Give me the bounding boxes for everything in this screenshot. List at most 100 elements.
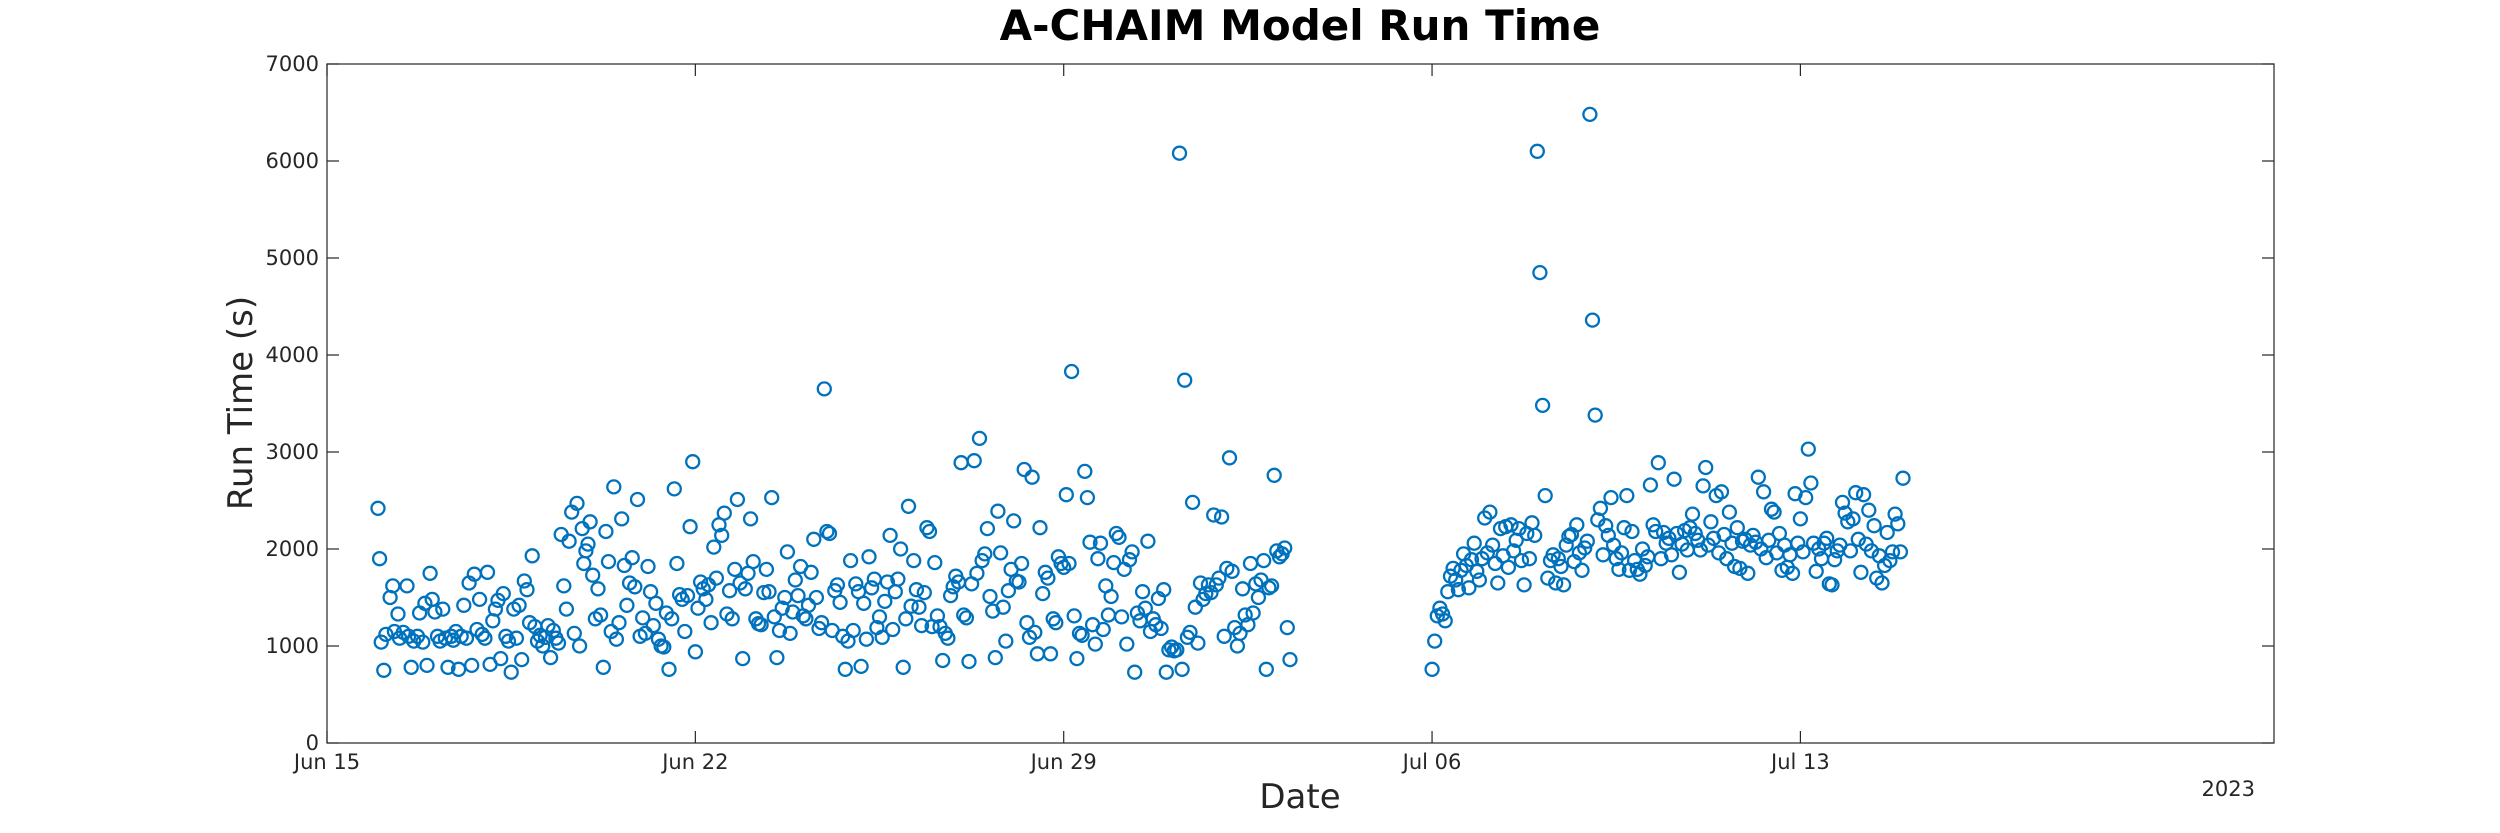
data-point <box>724 611 740 627</box>
data-point <box>1032 520 1048 536</box>
data-point <box>1527 527 1543 544</box>
data-point <box>1792 511 1809 527</box>
data-point <box>645 617 661 634</box>
data-point <box>1177 372 1193 388</box>
data-point <box>1745 527 1761 544</box>
data-point <box>1024 469 1040 485</box>
data-point <box>953 455 969 471</box>
data-point <box>758 561 775 578</box>
data-point <box>1845 511 1861 527</box>
y-tick-label: 2000 <box>266 537 319 561</box>
data-point <box>1103 588 1119 605</box>
data-point <box>819 523 835 540</box>
data-point <box>503 664 519 680</box>
data-point <box>595 659 611 675</box>
data-point <box>1540 570 1556 586</box>
data-point <box>1892 544 1909 560</box>
data-point <box>879 574 896 590</box>
data-point <box>942 587 959 604</box>
data-point <box>1579 533 1595 549</box>
data-point <box>790 587 806 604</box>
data-point <box>1487 555 1503 572</box>
data-point <box>495 585 511 602</box>
data-point <box>871 609 888 625</box>
data-point <box>1137 600 1153 616</box>
data-point <box>887 584 903 600</box>
data-point <box>471 591 488 608</box>
data-point <box>782 625 798 642</box>
data-point <box>990 503 1006 519</box>
data-point <box>1548 575 1564 591</box>
data-point <box>821 525 838 542</box>
data-point <box>961 653 977 670</box>
data-point <box>378 626 394 643</box>
data-point <box>535 638 551 654</box>
data-point <box>1703 514 1719 530</box>
data-point <box>687 644 704 660</box>
data-point <box>874 629 890 645</box>
data-point <box>971 430 988 447</box>
data-point <box>977 546 993 562</box>
data-point <box>1819 530 1835 546</box>
data-point <box>1611 561 1627 578</box>
x-tick-label: Jun 22 <box>660 750 728 774</box>
data-point <box>399 578 415 594</box>
data-point <box>1613 545 1630 561</box>
data-point <box>1642 477 1659 493</box>
data-point <box>1153 620 1169 637</box>
data-point <box>1263 578 1280 594</box>
data-point <box>1826 552 1843 568</box>
data-point <box>1132 613 1148 629</box>
data-point <box>916 584 932 601</box>
data-point <box>929 608 946 624</box>
data-point <box>1834 494 1851 511</box>
data-point <box>1266 467 1282 483</box>
data-point <box>771 622 788 639</box>
data-point <box>1113 609 1130 625</box>
data-point <box>1261 580 1277 596</box>
data-point <box>690 600 706 616</box>
data-point <box>1624 523 1640 540</box>
data-point <box>1661 530 1677 546</box>
data-point <box>982 588 998 605</box>
data-point <box>1466 535 1482 551</box>
data-point <box>1616 520 1632 536</box>
data-point <box>598 523 614 540</box>
data-point <box>1035 585 1051 602</box>
data-point <box>390 606 406 622</box>
data-point <box>619 597 635 613</box>
data-point <box>679 587 696 604</box>
data-point <box>556 578 572 594</box>
y-tick-label: 7000 <box>266 52 319 76</box>
data-point <box>1763 501 1780 517</box>
data-point <box>1095 621 1111 638</box>
data-point <box>1713 484 1730 500</box>
data-point <box>1077 463 1093 480</box>
data-point <box>1013 555 1030 572</box>
data-point <box>974 552 990 569</box>
data-point <box>900 498 917 514</box>
data-point <box>1182 624 1198 641</box>
data-point <box>542 649 559 666</box>
data-point <box>800 597 817 613</box>
data-point <box>769 649 785 666</box>
data-point <box>479 564 496 580</box>
data-point <box>1224 563 1240 579</box>
data-point <box>1490 575 1506 591</box>
y-tick-label: 3000 <box>266 440 319 464</box>
data-point <box>848 576 864 592</box>
data-point <box>1484 537 1501 553</box>
data-point <box>1040 570 1056 586</box>
data-point <box>1537 487 1553 504</box>
data-point <box>742 511 759 527</box>
data-point <box>1561 528 1577 545</box>
data-point <box>1750 469 1766 485</box>
data-point <box>1503 517 1519 533</box>
data-point <box>415 634 431 650</box>
data-point <box>608 631 625 647</box>
data-point <box>561 533 577 549</box>
data-point <box>1121 552 1138 568</box>
data-point <box>558 601 575 617</box>
data-point <box>1208 577 1224 593</box>
